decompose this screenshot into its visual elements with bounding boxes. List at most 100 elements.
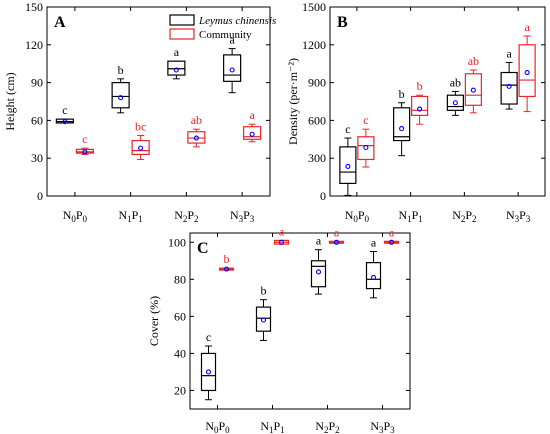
box: [187, 131, 206, 144]
significance-letter: a: [174, 45, 180, 59]
y-tick-label: 20: [174, 383, 186, 397]
panel-letter: A: [54, 14, 66, 31]
y-tick-label: 1200: [302, 38, 326, 52]
x-tick-label: N1P1: [260, 419, 284, 434]
significance-letter: ab: [450, 75, 461, 89]
box: [446, 94, 464, 111]
box: [411, 95, 429, 116]
significance-letter: c: [82, 132, 87, 146]
mean-marker: [260, 317, 267, 323]
x-tick-label: N0P0: [345, 208, 370, 224]
legend-swatch-community: [169, 28, 195, 40]
mean-marker: [278, 239, 285, 245]
legend-label-lc: Leymus chinensis: [198, 15, 276, 27]
significance-letter: a: [506, 46, 512, 60]
mean-marker: [205, 369, 212, 375]
significance-letter: a: [279, 224, 285, 238]
y-tick-label: 1500: [302, 0, 326, 14]
x-tick-label: N3P3: [506, 208, 531, 224]
significance-letter: ab: [468, 54, 479, 68]
box: [464, 73, 482, 106]
plot-frame: [329, 6, 546, 197]
plot-frame: [189, 232, 411, 410]
y-tick-label: 80: [174, 272, 186, 286]
mean-marker: [345, 163, 351, 169]
plot-frame: [46, 6, 271, 197]
x-tick-label: N2P2: [315, 419, 339, 434]
mean-marker: [363, 144, 369, 151]
mean-marker: [223, 266, 230, 272]
panel-letter: C: [197, 240, 209, 257]
x-tick-label: N1P1: [398, 208, 422, 224]
significance-letter: ab: [191, 113, 202, 127]
mean-marker: [138, 145, 144, 151]
significance-letter: c: [206, 330, 211, 344]
y-tick-label: 30: [31, 151, 43, 165]
box: [393, 107, 411, 142]
significance-letter: a: [524, 20, 530, 34]
mean-marker: [193, 135, 199, 141]
y-tick-label: 40: [174, 346, 186, 360]
x-tick-label: N2P2: [452, 208, 476, 224]
significance-letter: b: [417, 79, 423, 93]
mean-marker: [524, 69, 530, 76]
y-axis-label: Density (per·m⁻²): [286, 58, 300, 145]
panel-letter: B: [337, 14, 348, 31]
y-tick-label: 0: [320, 189, 326, 203]
y-tick-label: 90: [31, 76, 43, 90]
legend: Leymus chinensis Community: [169, 14, 276, 41]
x-tick-label: N0P0: [63, 208, 88, 224]
significance-letter: b: [118, 63, 124, 77]
significance-letter: c: [363, 113, 368, 127]
y-tick-label: 600: [308, 113, 326, 127]
y-tick-label: 60: [31, 113, 43, 127]
y-tick-label: 120: [25, 38, 43, 52]
y-tick-label: 100: [168, 235, 186, 249]
y-tick-label: 60: [174, 309, 186, 323]
mean-marker: [470, 87, 476, 93]
mean-marker: [370, 274, 377, 281]
y-tick-label: 0: [37, 189, 43, 203]
legend-swatch-lc: [169, 14, 195, 26]
panel-a: A 0 30 60 90 120 150 Height (cm) N0P0 N1P1 N2P2 N3P…: [3, 0, 271, 224]
mean-marker: [173, 67, 179, 73]
panel-c: C 20 40 60 80 100 Cover (%) N0P0 N1P1 N2P2 N3P3 c b a…: [147, 224, 411, 434]
x-tick-label: N3P3: [230, 208, 255, 224]
significance-letter: b: [224, 252, 230, 266]
box: [339, 146, 357, 185]
panel-b: B 0 300 600 900 1200 1500 Density (per·m⁻²) N0P0…: [286, 0, 546, 224]
box: [200, 352, 217, 392]
box: [243, 126, 262, 140]
significance-letter: b: [261, 284, 267, 298]
significance-letter: a: [371, 236, 377, 250]
x-tick-label: N0P0: [205, 419, 230, 434]
x-tick-label: N2P2: [174, 208, 198, 224]
mean-marker: [452, 100, 458, 106]
legend-label-community: Community: [199, 29, 252, 41]
x-tick-label: N1P1: [118, 208, 142, 224]
y-axis-label: Cover (%): [147, 296, 161, 346]
y-tick-label: 150: [25, 0, 43, 14]
x-tick-label: N3P3: [370, 419, 395, 434]
mean-marker: [333, 239, 340, 245]
y-tick-label: 300: [308, 151, 326, 165]
significance-letter: c: [345, 122, 350, 136]
mean-marker: [388, 239, 395, 245]
mean-marker: [229, 67, 235, 73]
y-tick-label: 900: [308, 76, 326, 90]
y-axis-label: Height (cm): [3, 72, 17, 130]
mean-marker: [417, 106, 423, 112]
mean-marker: [315, 269, 322, 275]
box: [357, 136, 375, 161]
mean-marker: [399, 126, 405, 132]
significance-letter: a: [334, 225, 340, 239]
significance-letter: a: [316, 234, 322, 248]
mean-marker: [506, 83, 512, 89]
significance-letter: b: [399, 87, 405, 101]
mean-marker: [62, 119, 68, 125]
significance-letter: a: [249, 108, 255, 122]
significance-letter: a: [389, 225, 395, 239]
significance-letter: a: [229, 33, 235, 47]
mean-marker: [118, 95, 124, 101]
